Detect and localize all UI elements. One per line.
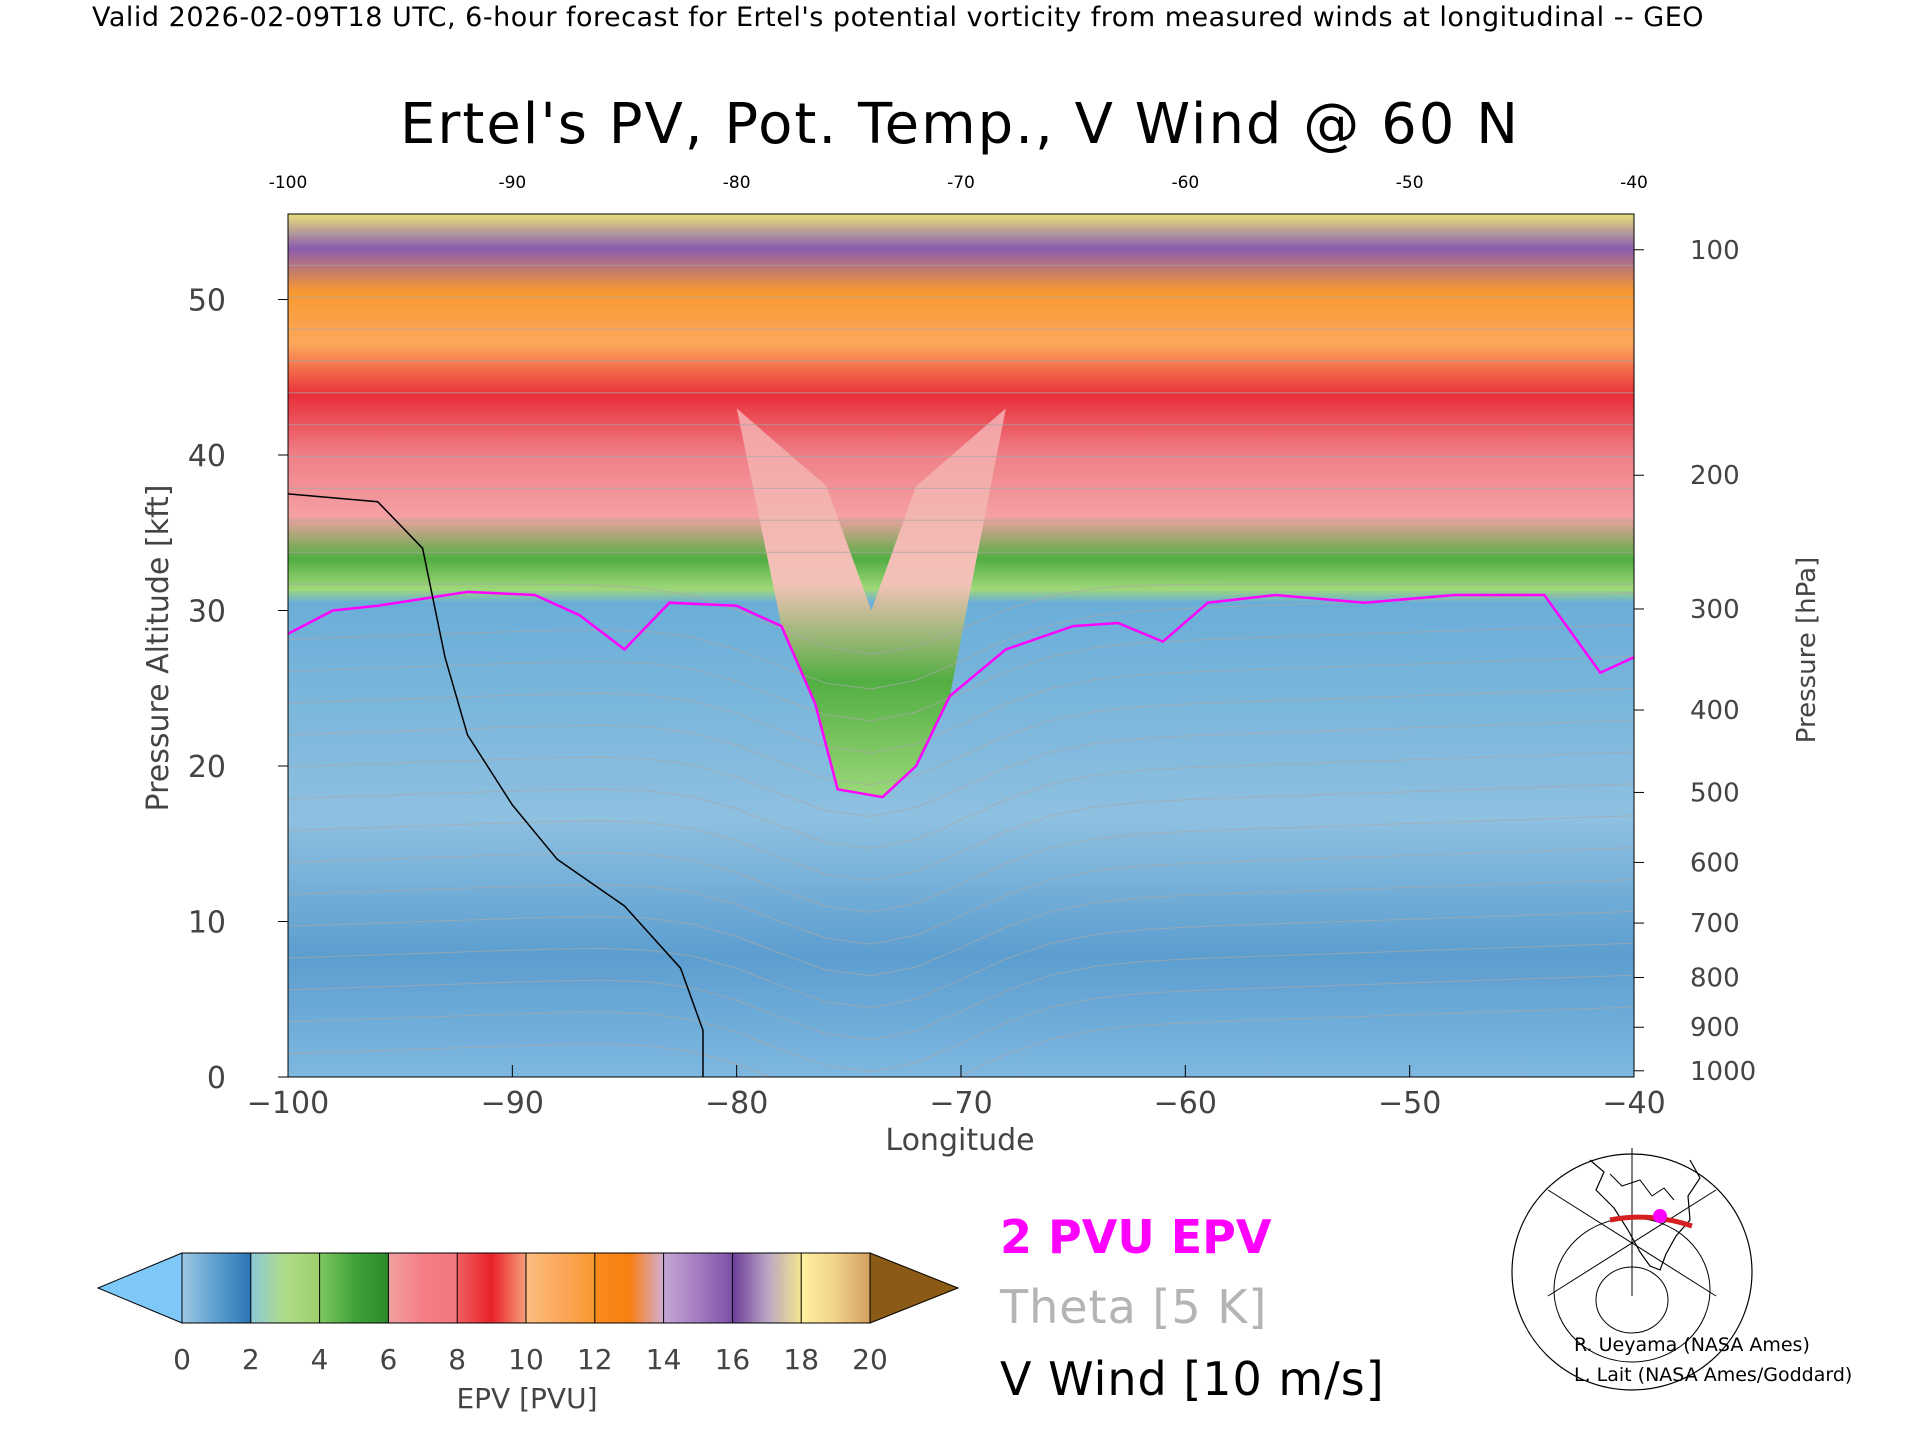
colorbar-frame: [181, 1252, 871, 1324]
colorbar-tick-label: 8: [448, 1343, 466, 1376]
colorbar-segment: [319, 1253, 389, 1323]
legend-pv: 2 PVU EPV: [1000, 1210, 1272, 1264]
colorbar-segment: [526, 1253, 595, 1323]
header-text: Valid 2026-02-09T18 UTC, 6-hour forecast…: [92, 2, 1705, 33]
x-tick-label-top: -70: [947, 173, 975, 193]
x-tick-label-top: -80: [723, 173, 751, 193]
theta-contour: [288, 847, 1634, 945]
theta-contour: [288, 974, 1634, 1073]
chart-title: Ertel's PV, Pot. Temp., V Wind @ 60 N: [399, 92, 1521, 157]
pressure-tick-label: 300: [1690, 595, 1740, 625]
colorbar-tick-label: 0: [173, 1343, 191, 1376]
colorbar-under-arrow: [96, 1252, 183, 1324]
theta-contour: [288, 942, 1634, 1041]
theta-contour: [288, 624, 1634, 722]
y-axis-label: Pressure Altitude [kft]: [141, 485, 176, 812]
theta-contour: [288, 583, 1634, 655]
theta-contour: [288, 592, 1634, 690]
x-tick-label: −40: [1602, 1086, 1665, 1121]
y-tick-label: 40: [188, 439, 226, 474]
colorbar-tick-label: 6: [379, 1343, 397, 1376]
right-axis-label: Pressure [hPa]: [1792, 557, 1822, 744]
colorbar-segment: [388, 1253, 458, 1323]
theta-contour: [288, 687, 1634, 786]
colorbar-tick-label: 14: [646, 1343, 682, 1376]
credit-line-1: R. Ueyama (NASA Ames): [1574, 1334, 1810, 1356]
y-tick-label: 20: [188, 750, 226, 785]
colorbar-label: EPV [PVU]: [456, 1382, 597, 1415]
x-tick-label: −90: [481, 1086, 544, 1121]
epv-shading: [288, 214, 1634, 1077]
v-wind-zero-contour: [288, 493, 704, 1077]
theta-contour: [288, 719, 1634, 818]
y-tick-label: 30: [188, 595, 226, 630]
pressure-tick-label: 400: [1690, 696, 1740, 726]
x-tick-label: −60: [1154, 1086, 1217, 1121]
y-tick-label: 0: [207, 1061, 226, 1096]
x-tick-label-top: -40: [1620, 173, 1648, 193]
pressure-tick-label: 200: [1690, 461, 1740, 491]
tropopause-fold: [736, 408, 1006, 798]
colorbar-segment: [250, 1253, 320, 1323]
x-axis-label: Longitude: [885, 1123, 1034, 1158]
epv-field: [288, 214, 1634, 1077]
colorbar-tick-label: 20: [852, 1343, 888, 1376]
colorbar-tick-label: 18: [783, 1343, 819, 1376]
axes: −100 -100 −90 -90 −80 -80 −70 -70 −60 -60 −50 -50 −4…: [188, 173, 1756, 1121]
pressure-tick-label: 700: [1690, 909, 1740, 939]
colorbar-segment: [663, 1253, 733, 1323]
credit-line-2: L. Lait (NASA Ames/Goddard): [1574, 1364, 1853, 1386]
locator-map: [1511, 1148, 1753, 1391]
theta-contours: [288, 232, 1634, 1077]
pressure-tick-label: 800: [1690, 963, 1740, 993]
colorbar-segment: [801, 1253, 870, 1323]
pressure-tick-label: 900: [1690, 1013, 1740, 1043]
colorbar-tick-label: 2: [242, 1343, 260, 1376]
colorbar-tick-label: 16: [715, 1343, 751, 1376]
x-tick-label: −70: [929, 1086, 992, 1121]
x-tick-label: −50: [1378, 1086, 1441, 1121]
x-tick-label-top: -100: [269, 173, 308, 193]
x-tick-label-top: -50: [1396, 173, 1424, 193]
legend-theta: Theta [5 K]: [1000, 1280, 1268, 1334]
y-tick-label: 10: [188, 906, 226, 941]
legend-wind: V Wind [10 m/s]: [1000, 1352, 1385, 1406]
pressure-tick-label: 600: [1690, 848, 1740, 878]
pressure-tick-label: 1000: [1690, 1057, 1756, 1087]
x-tick-label: −100: [247, 1086, 329, 1121]
theta-contour: [288, 751, 1634, 849]
y-tick-label: 50: [188, 284, 226, 319]
colorbar-segment: [594, 1253, 664, 1323]
theta-contour: [288, 910, 1634, 1009]
pv-2pvu-contour: [288, 590, 1634, 799]
x-tick-label-top: -60: [1171, 173, 1199, 193]
theta-contour: [288, 783, 1634, 881]
x-tick-label: −80: [705, 1086, 768, 1121]
colorbar-tick-label: 12: [577, 1343, 613, 1376]
location-marker: [1653, 1209, 1667, 1223]
theta-contour: [288, 815, 1634, 913]
colorbar: 0 2 4 6 8 10 12 14 16 18 20: [96, 1252, 960, 1376]
colorbar-tick-label: 10: [508, 1343, 544, 1376]
pressure-tick-label: 100: [1690, 236, 1740, 266]
cross-section-track: [1609, 1214, 1693, 1229]
colorbar-over-arrow: [869, 1252, 960, 1324]
colorbar-segment: [732, 1253, 802, 1323]
theta-contour: [288, 879, 1634, 977]
x-tick-label-top: -90: [498, 173, 526, 193]
pressure-tick-label: 500: [1690, 778, 1740, 808]
colorbar-tick-label: 4: [311, 1343, 329, 1376]
colorbar-segment: [457, 1253, 526, 1323]
theta-contour: [288, 655, 1634, 754]
colorbar-segment: [182, 1253, 251, 1323]
